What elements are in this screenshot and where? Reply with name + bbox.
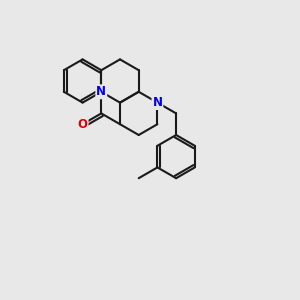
Text: O: O: [78, 118, 88, 131]
Text: N: N: [152, 96, 162, 109]
Text: N: N: [96, 85, 106, 98]
